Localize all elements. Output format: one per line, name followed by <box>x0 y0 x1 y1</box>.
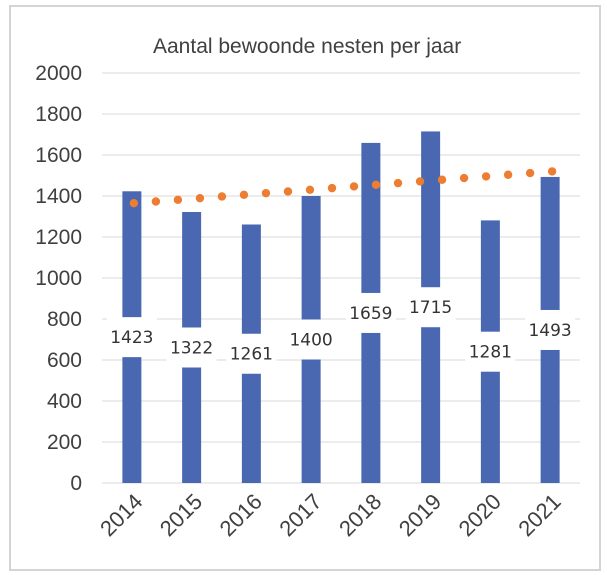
x-tick-label: 2018 <box>334 489 386 541</box>
data-label-box <box>465 331 516 372</box>
x-tick-label: 2017 <box>274 489 326 541</box>
data-label-box <box>166 327 217 368</box>
x-tick-label: 2014 <box>95 489 147 541</box>
x-axis-ticks: 2014 2015 2016 2017 2018 2019 2020 2021 <box>95 489 566 541</box>
x-tick-label: 2021 <box>513 489 565 541</box>
trendline-dot <box>481 172 491 181</box>
x-tick-label: 2020 <box>454 489 506 541</box>
trendline-dot <box>327 183 337 193</box>
y-tick-label: 1600 <box>35 144 82 167</box>
y-tick-label: 800 <box>47 308 82 331</box>
x-tick-label: 2019 <box>394 489 446 541</box>
y-tick-label: 400 <box>47 390 82 413</box>
trendline-dot <box>129 198 139 208</box>
data-label: 1261 <box>230 345 273 365</box>
y-tick-label: 1200 <box>35 226 82 249</box>
data-label: 1281 <box>469 343 512 363</box>
y-axis-ticks: 0 200 400 600 800 1000 1200 1400 1600 1800 2000 <box>35 62 82 495</box>
trendline-dot <box>393 178 403 188</box>
trendline-dot <box>547 167 557 176</box>
data-labels: 1423 1322 1261 1400 1659 1715 1281 1493 <box>106 287 576 374</box>
data-label: 1423 <box>110 328 153 348</box>
y-tick-label: 1400 <box>35 185 82 208</box>
trendline-dot <box>195 193 205 203</box>
x-tick-label: 2015 <box>155 489 207 541</box>
y-tick-label: 1000 <box>35 267 82 290</box>
trendline-dot <box>503 170 513 179</box>
trendline-dot <box>261 188 271 198</box>
data-label: 1400 <box>289 331 332 351</box>
y-tick-label: 200 <box>47 431 82 454</box>
gridlines <box>102 72 580 484</box>
data-label-box <box>405 287 456 328</box>
trendline-dot <box>239 190 249 200</box>
trendline-dot <box>349 182 359 191</box>
data-label: 1659 <box>349 304 392 324</box>
trendline-dot <box>217 192 227 201</box>
trendline-dot <box>173 195 183 205</box>
data-label-box <box>286 319 337 360</box>
trendline-dot <box>283 187 293 196</box>
trendline-dot <box>151 197 161 206</box>
data-label-box <box>345 292 396 333</box>
x-tick-label: 2016 <box>215 489 267 541</box>
trendline-dot <box>437 175 447 184</box>
y-tick-label: 2000 <box>35 62 82 85</box>
data-label-box <box>226 333 277 374</box>
y-tick-label: 600 <box>47 349 82 372</box>
trendline-dot <box>459 173 469 183</box>
data-label: 1493 <box>528 321 571 341</box>
trendline <box>129 167 557 208</box>
data-label-box <box>525 309 576 350</box>
data-label: 1322 <box>170 338 213 358</box>
trendline-dot <box>525 168 535 178</box>
data-label: 1715 <box>409 298 452 318</box>
trendline-dot <box>415 177 425 186</box>
data-label-box <box>106 317 157 358</box>
chart-title: Aantal bewoonde nesten per jaar <box>153 35 461 58</box>
y-tick-label: 0 <box>70 472 82 495</box>
trendline-dot <box>305 185 315 194</box>
trendline-dot <box>371 180 381 189</box>
bars <box>122 131 560 484</box>
y-tick-label: 1800 <box>35 103 82 126</box>
